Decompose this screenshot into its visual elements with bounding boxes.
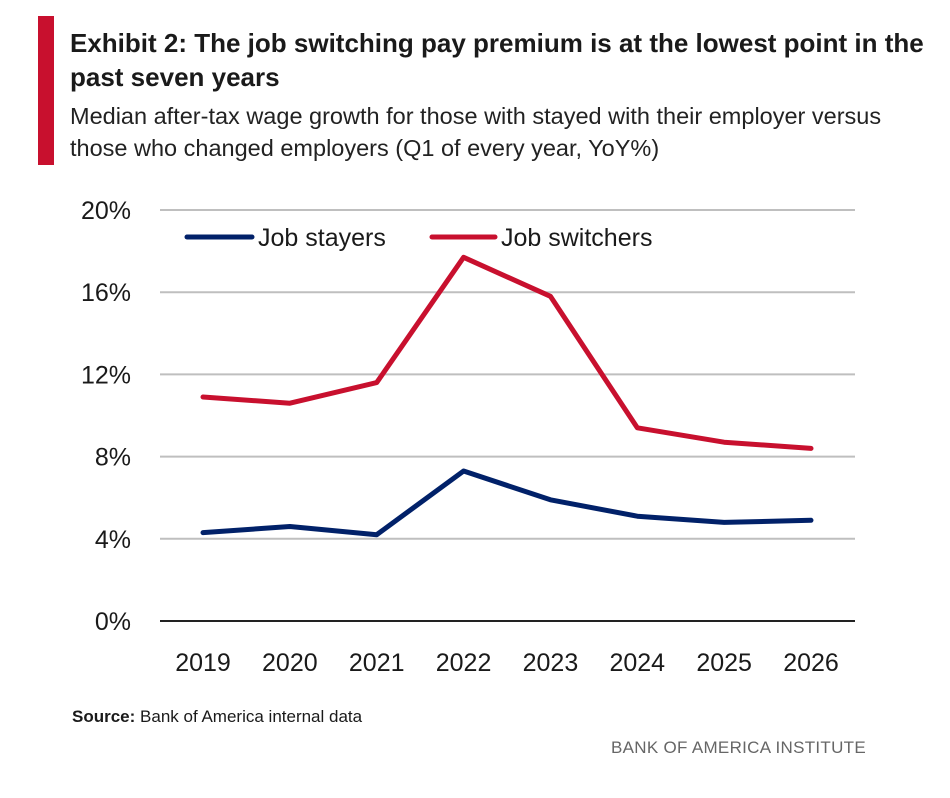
grid-lines (160, 209, 855, 622)
x-tick-label: 2023 (523, 649, 579, 677)
accent-bar (38, 16, 54, 165)
x-tick-label: 2026 (783, 649, 839, 677)
x-tick-label: 2019 (175, 649, 231, 677)
series-lines (200, 254, 814, 538)
legend-label: Job switchers (501, 224, 652, 252)
series-line-job-switchers (200, 254, 814, 451)
x-tick-label: 2022 (436, 649, 492, 677)
source-text: Bank of America internal data (140, 707, 363, 726)
chart-subtitle: Median after-tax wage growth for those w… (70, 103, 882, 161)
legend-label: Job stayers (258, 224, 386, 252)
y-tick-label: 20% (81, 197, 131, 225)
y-tick-label: 4% (95, 526, 131, 554)
x-tick-label: 2024 (609, 649, 665, 677)
source-note: Source: Bank of America internal data (72, 707, 362, 727)
y-tick-label: 0% (95, 608, 131, 636)
y-tick-label: 12% (81, 361, 131, 389)
line-chart: 0% 4% 8% 12% 16% 20% 2019 2020 2021 2022 2023 2024… (81, 197, 855, 677)
x-axis-tick-labels: 2019 2020 2021 2022 2023 2024 2025 2026 (175, 649, 839, 677)
y-tick-label: 8% (95, 444, 131, 472)
y-tick-label: 16% (81, 279, 131, 307)
source-label: Source: (72, 707, 136, 726)
x-tick-label: 2020 (262, 649, 318, 677)
legend: Job stayers Job switchers (184, 224, 652, 252)
x-tick-label: 2021 (349, 649, 405, 677)
brand-logo-text: BANK OF AMERICA INSTITUTE (611, 738, 866, 757)
x-tick-label: 2025 (696, 649, 752, 677)
y-axis-tick-labels: 0% 4% 8% 12% 16% 20% (81, 197, 131, 636)
chart-title: Exhibit 2: The job switching pay premium… (70, 28, 924, 92)
series-line-job-stayers (200, 468, 814, 538)
